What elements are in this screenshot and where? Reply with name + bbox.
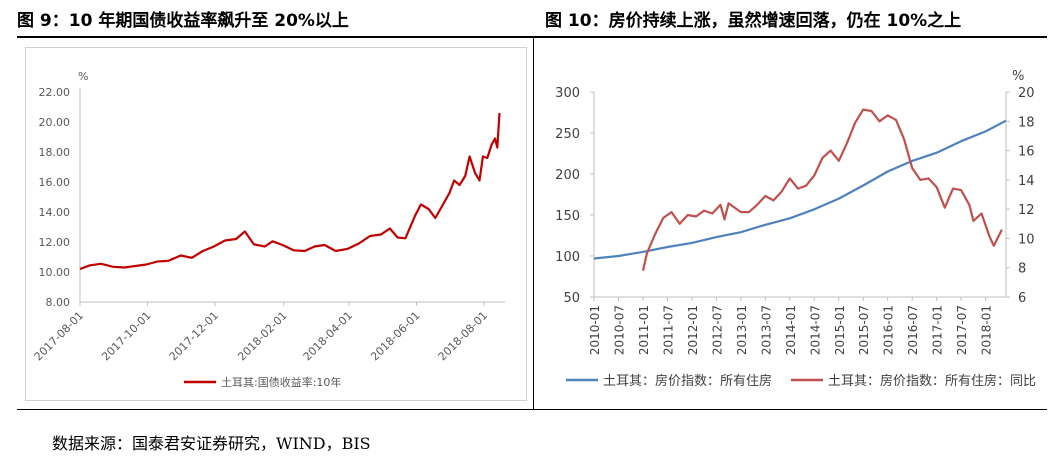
x-tick-label: 2011-07	[661, 305, 675, 355]
x-tick-label: 2012-07	[710, 305, 724, 355]
left-y-tick-label: 50	[563, 291, 580, 306]
y-unit-label: %	[78, 70, 88, 83]
left-chart-frame	[25, 47, 527, 401]
y-tick-label: 22.00	[39, 86, 71, 99]
left-y-tick-label: 150	[555, 209, 580, 224]
series-line-bond-yield	[79, 112, 501, 271]
bond-yield-chart: % 22.00 20.00 18.00 16.00 14.00 12.00 10.00 8.00…	[32, 70, 505, 389]
series-line-house-price-index	[593, 119, 1007, 260]
right-y-tick-label: 12	[1018, 203, 1035, 218]
x-tick-label: 2011-01	[637, 305, 651, 355]
left-y-tick-label: 200	[555, 168, 580, 183]
x-tick-label: 2016-01	[882, 305, 896, 355]
y-tick-label: 14.00	[39, 206, 71, 219]
left-y-tick-label: 300	[555, 86, 580, 101]
y-tick-label: 16.00	[39, 176, 71, 189]
x-tick-label: 2015-07	[857, 305, 871, 355]
x-tick-label: 2017-07	[955, 305, 969, 355]
right-unit-label: %	[1012, 69, 1024, 84]
bottom-rule	[17, 409, 1047, 410]
figure-10-title: 图 10：房价持续上涨，虽然增速回落，仍在 10%之上	[545, 11, 962, 31]
panel-divider	[533, 37, 534, 409]
figure-9-title: 图 9：10 年期国债收益率飙升至 20%以上	[17, 11, 349, 31]
legend-label-bond-yield: 土耳其:国债收益率:10年	[221, 375, 341, 389]
right-y-tick-label: 6	[1018, 291, 1026, 306]
x-tick-label: 2013-01	[735, 305, 749, 355]
y-tick-label: 18.00	[39, 146, 71, 159]
x-tick-label: 2016-07	[906, 305, 920, 355]
right-y-tick-label: 20	[1018, 86, 1035, 101]
y-tick-label: 10.00	[39, 266, 71, 279]
y-tick-label: 8.00	[46, 296, 71, 309]
x-tick-label: 2014-07	[808, 305, 822, 355]
x-tick-label: 2010-07	[612, 305, 626, 355]
left-y-tick-label: 250	[555, 127, 580, 142]
series-line-house-price-yoy	[641, 108, 1003, 271]
house-price-chart: % 300 250 200 150 100 50 20 18 16 14 12 10 8 6 2010-01 2…	[555, 69, 1036, 389]
legend-label-house-price-yoy: 土耳其：房价指数：所有住房：同比	[828, 373, 1036, 389]
x-tick-label: 2015-01	[833, 305, 847, 355]
right-y-tick-label: 10	[1018, 232, 1035, 247]
right-y-tick-label: 16	[1018, 145, 1035, 160]
x-tick-label: 2013-07	[759, 305, 773, 355]
data-source-note: 数据来源：国泰君安证券研究，WIND，BIS	[52, 434, 371, 453]
y-tick-label: 12.00	[39, 236, 71, 249]
right-y-tick-label: 14	[1018, 174, 1035, 189]
right-y-tick-label: 18	[1018, 115, 1035, 130]
top-rule	[17, 36, 1047, 38]
left-y-tick-label: 100	[555, 250, 580, 265]
legend-label-house-price-index: 土耳其：房价指数：所有住房	[603, 373, 772, 389]
x-tick-label: 2012-01	[686, 305, 700, 355]
y-tick-label: 20.00	[39, 116, 71, 129]
x-tick-label: 2018-01	[980, 305, 994, 355]
x-tick-label: 2014-01	[784, 305, 798, 355]
right-y-tick-label: 8	[1018, 262, 1026, 277]
x-tick-label: 2010-01	[588, 305, 602, 355]
x-tick-label: 2017-01	[931, 305, 945, 355]
